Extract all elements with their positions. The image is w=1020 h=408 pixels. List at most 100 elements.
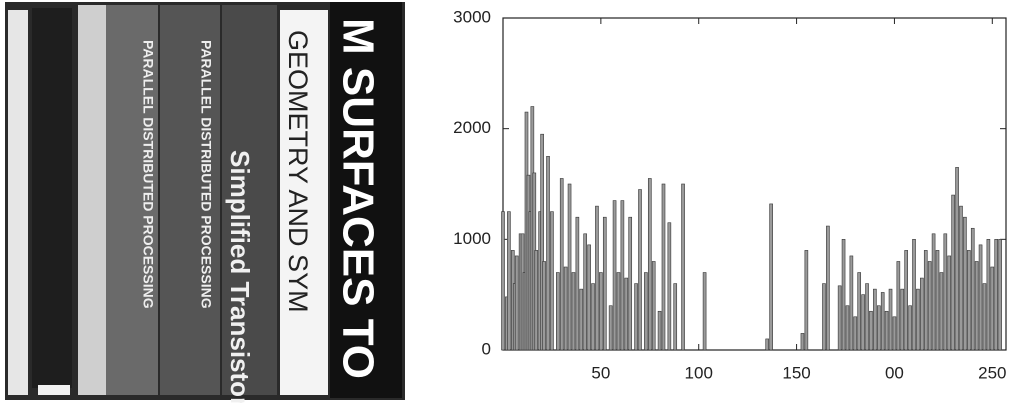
bar bbox=[579, 288, 584, 351]
bar bbox=[935, 250, 940, 351]
spine-text: PARALLEL DISTRIBUTED PROCESSING bbox=[198, 40, 214, 309]
bar bbox=[947, 255, 952, 351]
bar bbox=[514, 255, 519, 351]
bar bbox=[583, 233, 588, 351]
bar bbox=[865, 283, 869, 351]
spine-text: GEOMETRY AND SYM bbox=[283, 30, 313, 313]
spine-text: Simplified Transistor bbox=[225, 150, 255, 403]
bar bbox=[587, 244, 591, 351]
bar bbox=[661, 183, 666, 351]
bar bbox=[912, 239, 916, 351]
bar bbox=[647, 178, 652, 351]
bar bbox=[612, 200, 617, 351]
bar bbox=[849, 255, 854, 351]
bar bbox=[651, 261, 656, 351]
x-tick-label: 50 bbox=[591, 363, 610, 382]
bar bbox=[563, 266, 568, 351]
bar bbox=[673, 283, 678, 351]
bar bbox=[970, 227, 975, 351]
bar bbox=[857, 272, 862, 351]
bar bbox=[943, 233, 948, 351]
bar bbox=[559, 178, 564, 351]
bar bbox=[990, 266, 995, 351]
bar bbox=[841, 239, 846, 351]
bar bbox=[845, 305, 850, 351]
bar bbox=[657, 310, 662, 351]
spine bbox=[32, 8, 72, 388]
bar bbox=[620, 200, 625, 351]
bar bbox=[542, 261, 546, 351]
bar bbox=[624, 277, 629, 351]
bar bbox=[994, 239, 999, 351]
bar bbox=[616, 272, 621, 351]
bar bbox=[853, 316, 858, 351]
bar bbox=[608, 305, 613, 351]
bar bbox=[978, 244, 983, 351]
bar bbox=[967, 250, 971, 351]
bar bbox=[546, 156, 550, 351]
x-tick-label: 150 bbox=[782, 363, 810, 382]
bar bbox=[927, 261, 932, 351]
spine bbox=[160, 5, 220, 395]
bar bbox=[959, 205, 963, 351]
spine bbox=[330, 2, 402, 398]
bar bbox=[540, 133, 544, 351]
bar bbox=[974, 261, 979, 351]
bar bbox=[963, 216, 967, 351]
bar bbox=[602, 216, 607, 351]
bar bbox=[904, 250, 908, 351]
bar bbox=[888, 288, 893, 351]
spine-text: M SURFACES TO bbox=[333, 18, 382, 379]
bar bbox=[939, 272, 944, 351]
bar bbox=[923, 250, 928, 351]
x-tick-label: 250 bbox=[978, 363, 1006, 382]
bar bbox=[908, 305, 912, 351]
spine bbox=[38, 385, 70, 395]
x-tick-label: 100 bbox=[685, 363, 713, 382]
bar bbox=[982, 283, 987, 351]
bar bbox=[920, 277, 924, 351]
y-tick-label: 2000 bbox=[453, 118, 491, 137]
bar bbox=[800, 333, 805, 351]
bar bbox=[534, 250, 539, 351]
spine-text: PARALLEL DISTRIBUTED PROCESSING bbox=[140, 40, 156, 309]
bar bbox=[873, 288, 877, 351]
y-tick-label: 0 bbox=[482, 339, 491, 358]
bar bbox=[892, 316, 897, 351]
bar bbox=[822, 283, 826, 351]
y-tick-label: 3000 bbox=[453, 7, 491, 26]
bar bbox=[567, 183, 572, 351]
bar bbox=[507, 211, 511, 351]
bar bbox=[556, 272, 560, 351]
bar bbox=[804, 250, 809, 351]
bar bbox=[591, 283, 595, 351]
bar bbox=[644, 272, 648, 351]
plot-frame bbox=[502, 17, 1007, 351]
book-photo: M SURFACES TO GEOMETRY AND SYM PARALLEL … bbox=[5, 2, 405, 407]
bar bbox=[837, 285, 842, 351]
bar bbox=[900, 288, 905, 351]
bar bbox=[765, 338, 770, 351]
bar bbox=[884, 310, 889, 351]
bar bbox=[634, 283, 638, 351]
bar bbox=[628, 216, 633, 351]
bar bbox=[998, 239, 1002, 351]
bar bbox=[595, 205, 599, 351]
spine bbox=[106, 5, 158, 395]
bar bbox=[955, 167, 959, 351]
bar bbox=[880, 292, 885, 351]
bar bbox=[638, 189, 642, 351]
bar bbox=[876, 305, 881, 351]
spine bbox=[222, 5, 277, 395]
bar bbox=[931, 233, 936, 351]
bar bbox=[951, 194, 955, 351]
bar bbox=[986, 239, 991, 351]
bar bbox=[571, 272, 576, 351]
bar bbox=[667, 222, 672, 351]
spine bbox=[78, 5, 106, 395]
y-tick-label: 1000 bbox=[453, 229, 491, 248]
bar bbox=[826, 225, 830, 351]
bar bbox=[599, 272, 603, 351]
spine bbox=[8, 10, 28, 395]
